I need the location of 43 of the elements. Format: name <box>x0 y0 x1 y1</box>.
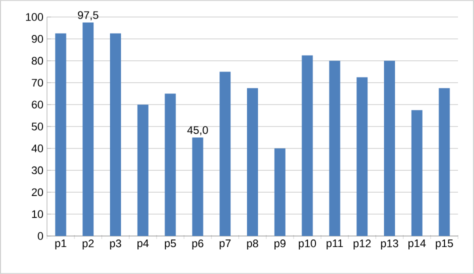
x-tick-label: p12 <box>354 240 371 250</box>
x-tick-label: p10 <box>298 240 316 250</box>
bar <box>329 60 340 236</box>
bar <box>220 72 231 236</box>
x-tick-label: p13 <box>381 240 398 250</box>
bar <box>192 137 204 236</box>
x-tick-label: p15 <box>436 240 453 250</box>
bar <box>356 77 368 236</box>
y-tick-label: 90 <box>32 35 44 43</box>
x-tick-label: p5 <box>164 240 176 250</box>
x-tick-label: p1 <box>55 240 66 250</box>
bar <box>247 88 258 236</box>
x-tick-label: p14 <box>408 240 426 250</box>
y-tick-label: 40 <box>32 144 44 152</box>
x-tick-label: p4 <box>138 240 149 250</box>
y-tick-label: 10 <box>32 210 44 218</box>
bar <box>164 94 176 236</box>
x-tick-label: p6 <box>192 240 204 250</box>
bar <box>137 104 148 236</box>
y-tick-label: 80 <box>32 56 44 65</box>
data-label: 97,5 <box>78 11 98 20</box>
bar <box>55 33 66 236</box>
bar <box>384 60 396 236</box>
data-label: 45,0 <box>187 126 208 136</box>
x-tick-label: p8 <box>247 240 258 250</box>
bar <box>82 22 94 236</box>
x-tick-label: p9 <box>274 240 286 250</box>
x-tick-label: p7 <box>220 240 231 250</box>
bar <box>411 110 422 236</box>
bar <box>274 148 286 236</box>
bar <box>438 88 450 236</box>
y-tick-label: 0 <box>38 232 44 240</box>
bar <box>302 55 313 236</box>
x-tick-label: p2 <box>82 240 94 250</box>
y-tick-label: 20 <box>32 188 44 196</box>
y-tick-label: 50 <box>32 122 44 130</box>
x-tick-label: p11 <box>326 240 343 250</box>
y-tick-label: 30 <box>32 166 44 174</box>
bar <box>110 33 121 236</box>
x-tick-label: p3 <box>110 240 122 250</box>
y-tick-label: 60 <box>32 100 44 108</box>
y-tick-label: 100 <box>26 13 44 21</box>
y-tick-label: 70 <box>32 78 44 87</box>
